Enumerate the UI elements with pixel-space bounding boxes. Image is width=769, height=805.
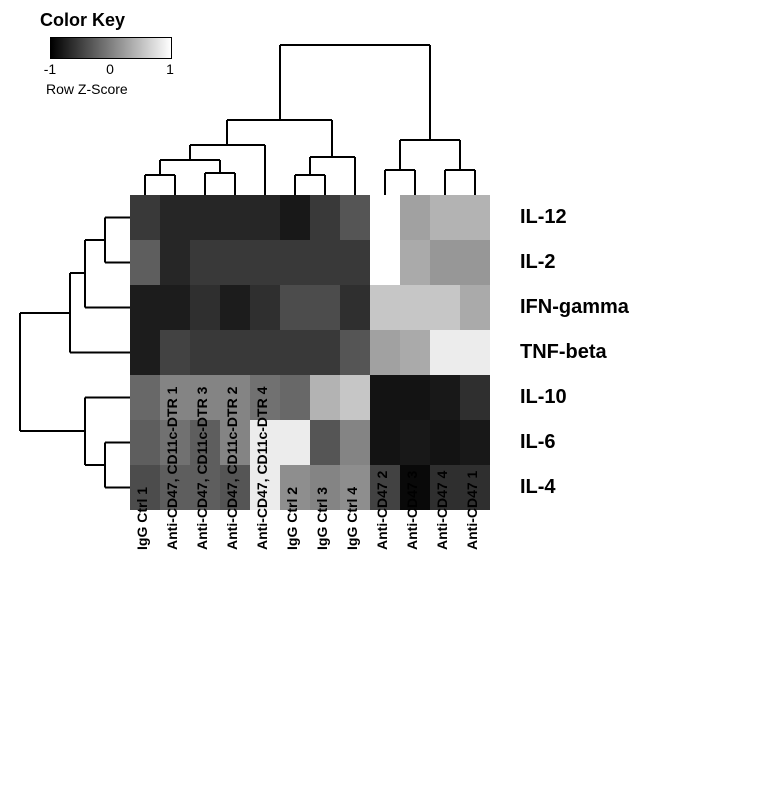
heatmap-cell [310, 240, 340, 285]
heatmap-cell [430, 285, 460, 330]
heatmap-cell [160, 195, 190, 240]
figure: Color Key -1 0 1 Row Z-Score IL-12IL-2IF… [0, 0, 769, 805]
row-label: IL-4 [520, 465, 629, 510]
heatmap-cell [340, 420, 370, 465]
heatmap-cell [220, 330, 250, 375]
tick-0: 0 [106, 61, 114, 77]
heatmap-cell [370, 285, 400, 330]
heatmap-cell [370, 375, 400, 420]
heatmap-cell [130, 420, 160, 465]
column-label: IgG Ctrl 2 [284, 520, 300, 550]
heatmap-cell [340, 195, 370, 240]
heatmap-cell [460, 195, 490, 240]
heatmap-cell [280, 195, 310, 240]
heatmap-cell [460, 240, 490, 285]
heatmap-cell [280, 330, 310, 375]
heatmap-row [130, 240, 490, 285]
heatmap-cell [250, 285, 280, 330]
row-label: IL-10 [520, 375, 629, 420]
heatmap-cell [430, 420, 460, 465]
heatmap-cell [370, 195, 400, 240]
column-label: Anti-CD47 4 [434, 520, 450, 550]
heatmap-cell [190, 195, 220, 240]
heatmap-cell [220, 195, 250, 240]
heatmap-row [130, 375, 490, 420]
heatmap-row [130, 420, 490, 465]
heatmap-cell [400, 330, 430, 375]
tick-neg1: -1 [44, 61, 56, 77]
column-label: IgG Ctrl 1 [134, 520, 150, 550]
heatmap-cell [460, 285, 490, 330]
heatmap-cell [130, 195, 160, 240]
heatmap-cell [190, 330, 220, 375]
heatmap-cell [310, 195, 340, 240]
heatmap-cell [250, 195, 280, 240]
heatmap-cell [160, 330, 190, 375]
heatmap-cell [460, 330, 490, 375]
heatmap-cell [340, 375, 370, 420]
heatmap-cell [250, 240, 280, 285]
heatmap-cell [190, 285, 220, 330]
row-label: TNF-beta [520, 330, 629, 375]
heatmap-cell [430, 240, 460, 285]
heatmap-cell [280, 420, 310, 465]
heatmap-cell [430, 195, 460, 240]
column-label: Anti-CD47, CD11c-DTR 1 [164, 520, 180, 550]
heatmap-cell [130, 375, 160, 420]
heatmap-cell [430, 330, 460, 375]
heatmap-row [130, 330, 490, 375]
heatmap-cell [280, 240, 310, 285]
heatmap-cell [280, 375, 310, 420]
heatmap-row [130, 195, 490, 240]
row-label: IFN-gamma [520, 285, 629, 330]
column-label: Anti-CD47, CD11c-DTR 4 [254, 520, 270, 550]
heatmap-cell [310, 375, 340, 420]
column-label: IgG Ctrl 3 [314, 520, 330, 550]
heatmap-cell [160, 285, 190, 330]
column-label: Anti-CD47 2 [374, 520, 390, 550]
heatmap-cell [340, 330, 370, 375]
heatmap-cell [310, 285, 340, 330]
row-dendrogram [0, 195, 130, 510]
heatmap-cell [280, 285, 310, 330]
heatmap-cell [370, 420, 400, 465]
column-label: IgG Ctrl 4 [344, 520, 360, 550]
row-label: IL-12 [520, 195, 629, 240]
heatmap-cell [340, 240, 370, 285]
heatmap-cell [460, 375, 490, 420]
heatmap-cell [340, 285, 370, 330]
heatmap-cell [400, 195, 430, 240]
column-label: Anti-CD47, CD11c-DTR 2 [224, 520, 240, 550]
heatmap-cell [310, 330, 340, 375]
column-label: Anti-CD47, CD11c-DTR 3 [194, 520, 210, 550]
column-label: Anti-CD47 1 [464, 520, 480, 550]
heatmap-cell [220, 240, 250, 285]
heatmap-cell [430, 375, 460, 420]
row-labels: IL-12IL-2IFN-gammaTNF-betaIL-10IL-6IL-4 [520, 195, 629, 510]
heatmap-cell [310, 420, 340, 465]
heatmap-cell [220, 285, 250, 330]
heatmap-cell [400, 285, 430, 330]
heatmap-cell [400, 240, 430, 285]
row-label: IL-2 [520, 240, 629, 285]
heatmap-cell [190, 240, 220, 285]
row-label: IL-6 [520, 420, 629, 465]
heatmap-cell [370, 240, 400, 285]
heatmap-cell [400, 375, 430, 420]
column-dendrogram [130, 25, 490, 195]
heatmap-cell [250, 330, 280, 375]
heatmap-row [130, 285, 490, 330]
heatmap-cell [460, 420, 490, 465]
heatmap-cell [130, 285, 160, 330]
heatmap-cell [370, 330, 400, 375]
heatmap-cell [160, 240, 190, 285]
heatmap-cell [400, 420, 430, 465]
heatmap-cell [130, 240, 160, 285]
heatmap [130, 195, 490, 510]
heatmap-cell [130, 330, 160, 375]
column-labels: IgG Ctrl 1Anti-CD47, CD11c-DTR 1Anti-CD4… [130, 520, 490, 536]
column-label: Anti-CD47 3 [404, 520, 420, 550]
